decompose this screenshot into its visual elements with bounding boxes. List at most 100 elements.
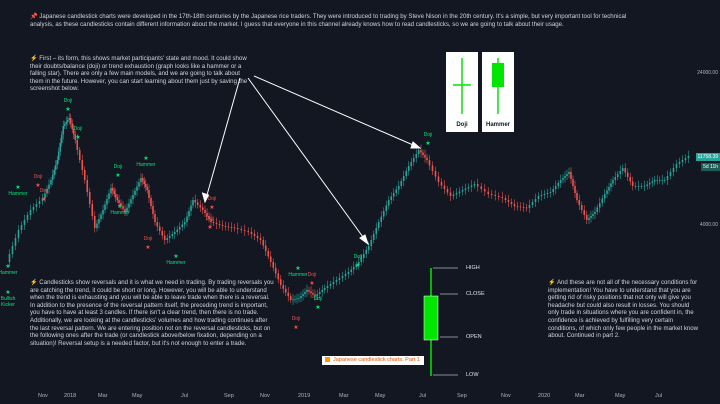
x-tick-label: Jul <box>419 393 427 399</box>
candle-body <box>653 180 656 182</box>
candle-body <box>431 165 434 171</box>
candle-body <box>537 196 540 199</box>
candle-body <box>580 205 583 210</box>
star-marker-icon: ★ <box>5 289 10 296</box>
candle-body <box>267 251 270 257</box>
candle-body <box>412 158 415 162</box>
candle-body <box>564 176 566 178</box>
first-text: First – its form, this shows market part… <box>30 55 248 93</box>
pin-icon: 📌 <box>30 13 38 20</box>
candle-body <box>35 204 38 207</box>
candle-body <box>588 218 590 220</box>
candle-body <box>196 202 199 205</box>
candle-body <box>494 195 497 196</box>
candle-body <box>130 199 132 204</box>
doji-example-label: Doji <box>456 122 468 128</box>
x-tick-label: Jul <box>655 393 663 399</box>
candle-body <box>568 172 570 174</box>
candle-body <box>247 231 250 232</box>
candle-body <box>661 180 664 181</box>
candle-body <box>218 224 221 225</box>
candle-body <box>437 176 440 182</box>
candle-body <box>176 229 179 232</box>
candle-body <box>199 205 202 208</box>
pattern-label: Hammer <box>0 270 18 276</box>
candle-body <box>83 170 86 180</box>
candle-body <box>161 231 164 236</box>
candle-body <box>507 200 510 202</box>
candle-body <box>59 143 62 152</box>
pattern-label: Doji <box>424 132 433 138</box>
candle-body <box>658 180 661 181</box>
star-marker-icon: ★ <box>295 265 300 272</box>
candle-body <box>367 246 370 250</box>
candle-body <box>194 200 197 203</box>
candle-body <box>178 227 181 230</box>
candle-body <box>190 205 192 211</box>
candle-body <box>287 292 290 297</box>
candle-body <box>204 210 206 213</box>
candle-body <box>643 186 646 187</box>
candle-body <box>631 181 634 186</box>
candle-body <box>341 276 344 278</box>
pattern-label: Hammer <box>110 210 130 216</box>
pattern-label: Doji <box>206 216 215 222</box>
candle-body <box>395 189 398 193</box>
candle-body <box>274 267 277 274</box>
candle-body <box>375 228 378 234</box>
candle-body <box>637 186 640 187</box>
star-marker-icon: ★ <box>117 203 122 210</box>
candle-body <box>651 181 654 183</box>
pattern-label: Bullish Kicker <box>1 296 16 308</box>
candle-body <box>88 192 91 204</box>
candle-body <box>144 184 147 187</box>
candle-body <box>106 199 108 205</box>
candle-body <box>344 274 347 276</box>
candle-body <box>510 202 513 204</box>
candle-body <box>173 232 176 234</box>
candle-body <box>646 184 649 186</box>
candle-body <box>26 215 29 220</box>
candle-body <box>66 120 69 122</box>
candle-body <box>554 186 557 189</box>
candle-body <box>612 180 614 184</box>
candle-body <box>372 234 375 240</box>
candle-body <box>480 186 483 189</box>
candle-body <box>572 179 574 186</box>
candle-body <box>310 291 312 293</box>
candle-body <box>69 118 72 124</box>
candle-body <box>415 154 418 158</box>
x-tick-label: Nov <box>38 393 48 399</box>
candle-body <box>110 188 112 194</box>
candle-body <box>578 200 581 205</box>
candle-body <box>259 238 262 240</box>
candle-body <box>256 236 259 238</box>
candle-body <box>236 228 239 229</box>
candle-body <box>240 229 243 230</box>
x-tick-label: May <box>615 393 626 399</box>
time-tag: 5d 11h <box>701 163 720 171</box>
candle-body <box>461 190 464 192</box>
lightning-icon: ⚡ <box>30 279 38 286</box>
y-tick-label: 24000.00 <box>697 70 718 76</box>
candle-body <box>417 150 420 154</box>
star-marker-icon: ★ <box>75 134 80 141</box>
candle-body <box>634 186 637 187</box>
candle-body <box>51 175 54 180</box>
candle-body <box>20 225 23 230</box>
star-marker-icon: ★ <box>145 244 150 251</box>
candle-body <box>54 165 57 170</box>
pattern-label: Doji <box>34 174 43 180</box>
candle-body <box>603 194 606 199</box>
caption-badge: Japanese candlestick charts. Part 1 <box>322 356 424 365</box>
candle-body <box>428 160 431 166</box>
candle-body <box>65 122 68 124</box>
candle-body <box>188 211 190 217</box>
candle-body <box>684 158 687 160</box>
candle-body <box>11 246 14 254</box>
candle-body <box>338 278 341 280</box>
candle-body <box>400 181 403 186</box>
star-marker-icon: ★ <box>309 280 314 287</box>
arrows <box>201 75 422 246</box>
